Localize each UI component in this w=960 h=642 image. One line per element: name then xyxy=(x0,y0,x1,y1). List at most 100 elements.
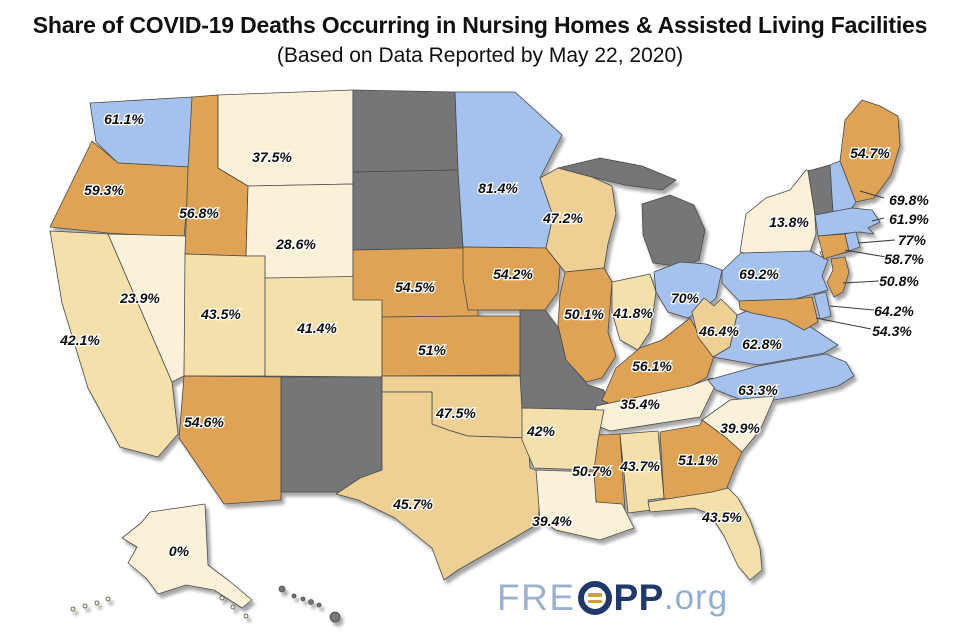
state-indiana xyxy=(611,273,657,351)
value-label-ME: 54.7% xyxy=(850,145,890,161)
value-label-ID: 56.8% xyxy=(179,205,219,221)
leader-line-DE xyxy=(829,305,875,311)
state-maryland xyxy=(738,296,819,331)
state-south-dakota xyxy=(352,169,464,251)
alaska-aleutian-island xyxy=(105,596,111,602)
header: Share of COVID-19 Deaths Occurring in Nu… xyxy=(0,0,960,68)
state-delaware xyxy=(813,291,832,320)
state-north-dakota xyxy=(352,89,459,173)
value-label-WV: 46.4% xyxy=(698,323,739,339)
state-hawaii-island xyxy=(329,611,341,623)
state-texas xyxy=(335,391,543,581)
state-alabama xyxy=(619,430,665,514)
value-label-AL: 43.7% xyxy=(619,458,660,474)
value-label-UT: 43.5% xyxy=(200,306,241,322)
state-michigan-lower xyxy=(641,194,706,268)
state-hawaii-island xyxy=(291,593,297,599)
leader-line-MA xyxy=(871,217,885,222)
value-label-WA: 61.1% xyxy=(104,111,144,127)
value-label-MN: 81.4% xyxy=(478,180,518,196)
value-label-DE: 64.2% xyxy=(874,303,914,319)
state-louisiana xyxy=(535,469,635,541)
value-label-IA: 54.2% xyxy=(493,266,533,282)
state-illinois xyxy=(557,267,617,383)
logo-equals-icon xyxy=(577,581,612,615)
state-maine xyxy=(839,99,901,203)
callout-leader-lines xyxy=(815,190,896,330)
alaska-aleutian-island xyxy=(82,603,88,609)
logo-text-pp: PP xyxy=(613,577,664,618)
alaska-panhandle-island xyxy=(219,595,225,601)
value-label-AZ: 54.6% xyxy=(184,414,224,430)
state-kansas xyxy=(381,315,521,377)
page-title: Share of COVID-19 Deaths Occurring in Nu… xyxy=(32,12,928,38)
state-new-hampshire xyxy=(829,160,857,213)
equals-bar-top xyxy=(587,593,602,597)
leader-line-MD xyxy=(815,317,872,330)
value-label-OH: 70% xyxy=(671,290,700,306)
value-label-MT: 37.5% xyxy=(252,149,292,165)
state-value-labels: 61.1% 59.3% 42.1% 23.9% 56.8% 37.5% 28.6% 43.5%… xyxy=(58,110,931,561)
value-label-IL: 50.1% xyxy=(564,306,604,322)
states-layer xyxy=(49,89,901,623)
value-label-WI: 47.2% xyxy=(542,210,583,226)
value-label-KS: 51% xyxy=(418,342,447,358)
value-label-MA: 61.9% xyxy=(889,211,929,227)
state-hawaii-island xyxy=(300,596,306,602)
alaska-panhandle-island xyxy=(230,604,236,610)
logo-text-org: .org xyxy=(663,578,729,617)
value-label-MD: 54.3% xyxy=(872,323,912,339)
state-new-mexico xyxy=(280,376,383,493)
freopp-logo: FRE PP .org xyxy=(497,577,728,619)
state-hawaii-island xyxy=(316,602,322,608)
value-label-RI: 77% xyxy=(898,232,927,248)
state-north-carolina xyxy=(707,353,855,405)
value-label-CO: 41.4% xyxy=(296,320,337,336)
state-rhode-island xyxy=(844,231,861,252)
alaska-aleutian-island xyxy=(70,606,76,612)
value-label-TN: 35.4% xyxy=(620,396,660,412)
equals-bar-bottom xyxy=(587,599,602,603)
leader-line-NJ xyxy=(842,280,880,284)
leader-line-NH xyxy=(859,190,885,199)
leader-line-RI xyxy=(857,239,896,244)
value-label-NE: 54.5% xyxy=(395,279,435,295)
value-label-AR: 42% xyxy=(526,423,556,439)
state-connecticut xyxy=(817,233,850,260)
logo-text-fre: FRE xyxy=(497,577,576,618)
state-arizona xyxy=(178,375,282,505)
value-label-CT: 58.7% xyxy=(884,251,924,267)
state-michigan-upper xyxy=(557,157,677,191)
value-label-SC: 39.9% xyxy=(720,420,760,436)
state-montana xyxy=(217,89,354,187)
value-label-NY: 13.8% xyxy=(769,214,809,230)
value-label-NV: 23.9% xyxy=(119,290,160,306)
value-label-PA: 69.2% xyxy=(739,266,779,282)
value-label-VA: 62.8% xyxy=(742,336,782,352)
value-label-OR: 59.3% xyxy=(84,182,124,198)
value-label-NJ: 50.8% xyxy=(879,273,919,289)
value-label-NH: 69.8% xyxy=(889,192,929,208)
value-label-GA: 51.1% xyxy=(678,452,718,468)
value-label-TX: 45.7% xyxy=(392,496,433,512)
value-label-CA: 42.1% xyxy=(59,332,100,348)
value-label-WY: 28.6% xyxy=(275,236,316,252)
value-label-LA: 39.4% xyxy=(532,513,572,529)
value-label-FL: 43.5% xyxy=(701,509,742,525)
state-hawaii-island xyxy=(308,599,314,605)
value-label-OK: 47.5% xyxy=(435,405,476,421)
state-alaska xyxy=(121,503,253,609)
value-label-IN: 41.8% xyxy=(612,305,653,321)
state-hawaii-island xyxy=(278,585,286,593)
value-label-MS: 50.7% xyxy=(572,463,612,479)
alaska-panhandle-island xyxy=(243,613,249,619)
state-florida xyxy=(647,487,763,581)
value-label-AK: 0% xyxy=(169,543,190,559)
value-label-KY: 56.1% xyxy=(632,358,672,374)
state-new-jersey xyxy=(826,256,850,298)
alaska-aleutian-island xyxy=(94,600,100,606)
state-pennsylvania xyxy=(721,250,829,302)
leader-line-CT xyxy=(844,249,887,258)
page-subtitle: (Based on Data Reported by May 22, 2020) xyxy=(276,44,684,67)
state-arkansas xyxy=(521,407,605,471)
